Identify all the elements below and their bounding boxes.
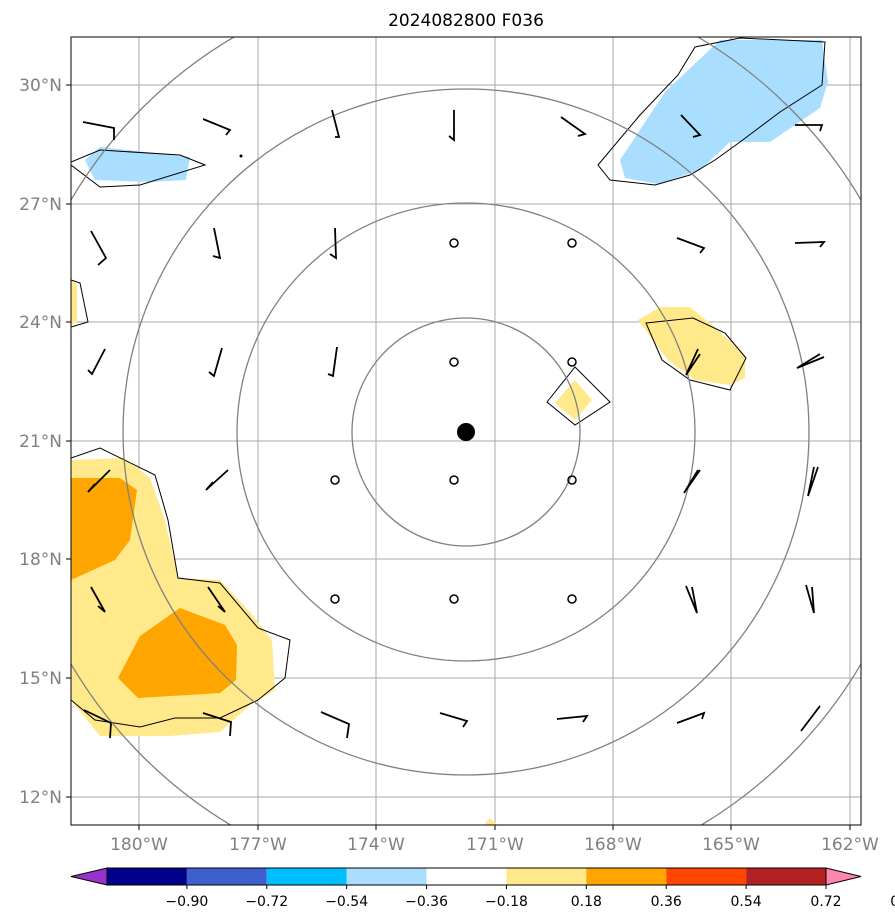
negative-anomaly-northeast: [620, 40, 828, 184]
colorbar-extend-high: [825, 867, 862, 886]
positive-anomaly-east: [638, 307, 745, 385]
colorbar-swatch: [186, 868, 267, 885]
range-rings: [71, 37, 861, 825]
range-ring-3: [122, 88, 810, 776]
lat-label: 24°N: [19, 313, 62, 333]
positive-anomaly-west-core-lower: [118, 608, 237, 698]
colorbar-swatch: [346, 868, 427, 885]
colorbar-tick-label: 0.54: [731, 894, 762, 910]
latitude-labels: 30°N 27°N 24°N 21°N 18°N 15°N 12°N: [19, 76, 62, 808]
colorbar-tick-label: −0.18: [485, 894, 528, 910]
colorbar-swatch: [666, 868, 747, 885]
lon-label: 174°W: [347, 835, 405, 855]
colorbar-extend-low: [70, 867, 108, 886]
colorbar-tick-label: 0.36: [651, 894, 682, 910]
map-title: 2024082800 F036: [388, 11, 544, 31]
lon-label: 162°W: [821, 835, 879, 855]
positive-anomaly-south: [484, 818, 498, 825]
lat-label: 15°N: [19, 669, 62, 689]
colorbar-swatch: [506, 868, 587, 885]
map-frame: [70, 36, 862, 826]
colorbar-tick-label: −0.90: [165, 894, 208, 910]
colorbar-tick-label: 0.90: [890, 894, 895, 910]
colorbar: −0.90 −0.72 −0.54 −0.36 −0.18 0.18 0.36 0.54 0.7…: [70, 867, 895, 910]
colorbar-swatch: [426, 868, 507, 885]
lon-label: 168°W: [584, 835, 642, 855]
colorbar-tick-label: −0.72: [245, 894, 288, 910]
lat-label: 18°N: [19, 550, 62, 570]
lat-label: 12°N: [19, 788, 62, 808]
colorbar-swatch: [266, 868, 347, 885]
axis-ticks: [66, 84, 851, 830]
storm-center-marker: [457, 423, 475, 441]
positive-anomaly-left-edge: [71, 280, 77, 325]
colorbar-tick-label: 0.18: [571, 894, 602, 910]
lat-label: 27°N: [19, 195, 62, 215]
lon-label: 165°W: [702, 835, 760, 855]
lon-label: 177°W: [229, 835, 287, 855]
colorbar-frame: [106, 867, 827, 886]
colorbar-tick-label: −0.36: [405, 894, 448, 910]
colorbar-swatch: [107, 868, 187, 885]
lon-label: 180°W: [110, 835, 168, 855]
positive-anomaly-west-core-upper: [71, 478, 137, 580]
contour-outlines: [71, 37, 826, 728]
lat-label: 30°N: [19, 76, 62, 96]
negative-anomaly-northwest: [85, 147, 190, 182]
positive-anomaly-center: [555, 380, 592, 420]
anomaly-shading: [71, 40, 828, 825]
colorbar-swatch: [746, 868, 826, 885]
colorbar-tick-label: 0.72: [810, 894, 841, 910]
map-content: [71, 37, 861, 825]
lat-label: 21°N: [19, 432, 62, 452]
longitude-labels: 180°W 177°W 174°W 171°W 168°W 165°W 162°…: [110, 835, 879, 855]
range-ring-1: [351, 317, 581, 547]
lon-label: 171°W: [466, 835, 524, 855]
range-ring-2: [236, 202, 696, 662]
wind-barbs: [82, 109, 826, 739]
colorbar-tick-label: −0.54: [325, 894, 368, 910]
colorbar-swatch: [586, 868, 667, 885]
calm-wind-markers: [330, 238, 577, 604]
